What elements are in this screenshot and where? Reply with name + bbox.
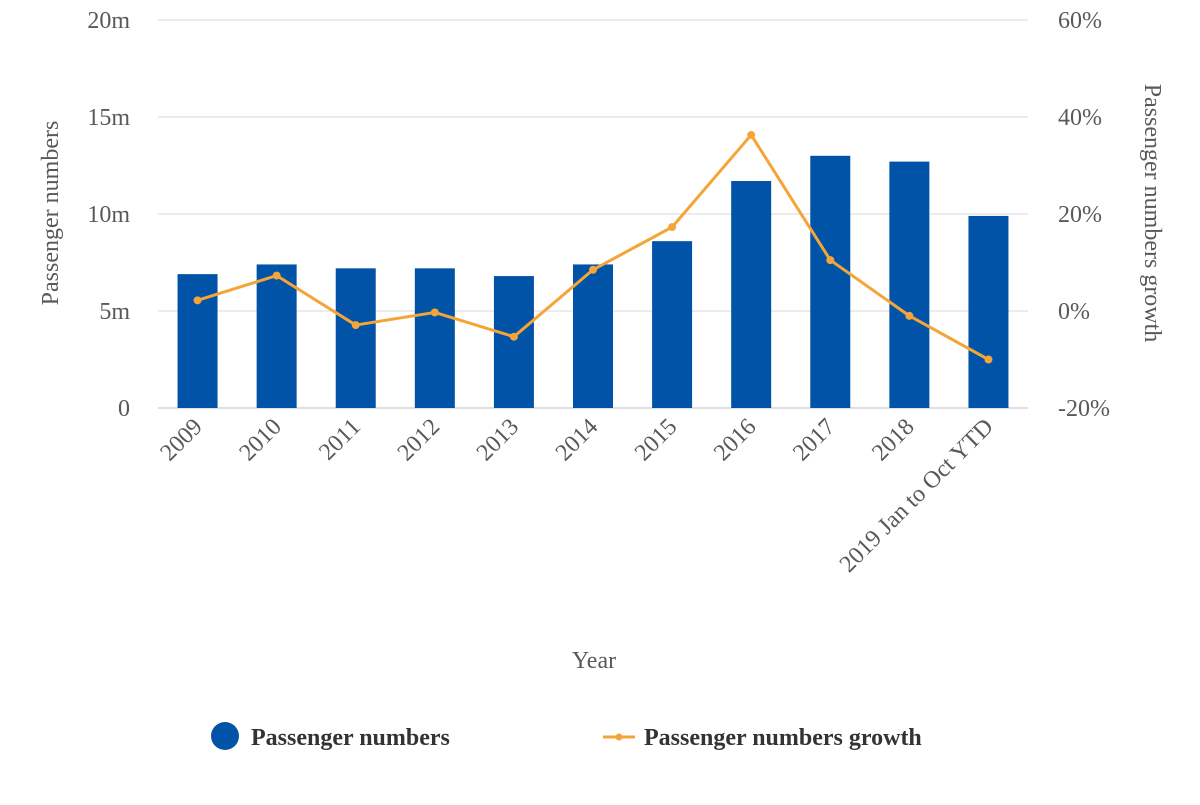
- gridlines: [158, 19, 1028, 409]
- growth-point-2013: [509, 332, 518, 341]
- growth-point-2012: [430, 308, 439, 317]
- bar-2018: [889, 161, 930, 408]
- y2-tick-label: 20%: [1058, 202, 1102, 228]
- bar-2010: [256, 264, 297, 408]
- y2-tick-label: 60%: [1058, 8, 1102, 34]
- bar-2014: [573, 264, 613, 408]
- x-tick-label: 2015: [630, 414, 682, 466]
- x-tick-label: 2017: [788, 414, 840, 466]
- growth-point-2009: [193, 296, 202, 305]
- bar-2015: [652, 241, 693, 408]
- bar-series: [177, 155, 1009, 408]
- x-axis: 2009 2010 2011 2012 2013 2014 2015 2016 2017 2018…: [155, 414, 998, 578]
- legend-bar-marker: [211, 722, 239, 750]
- y2-tick-label: 0%: [1058, 299, 1090, 325]
- x-tick-label: 2009: [155, 414, 207, 466]
- x-tick-label: 2013: [472, 414, 524, 466]
- y2-axis-title: Passenger numbers growth: [1139, 84, 1165, 343]
- growth-point-2015: [668, 223, 677, 232]
- x-tick-label: 2016: [709, 414, 761, 466]
- growth-point-2010: [272, 271, 281, 280]
- growth-point-2017: [826, 256, 835, 265]
- y-tick-label: 20m: [87, 8, 130, 34]
- x-tick-label: 2019 Jan to Oct YTD: [835, 414, 999, 578]
- bar-2016: [731, 181, 772, 408]
- line-series: [193, 130, 993, 364]
- y2-tick-label: -20%: [1058, 396, 1110, 422]
- bar-2011: [335, 268, 376, 408]
- x-tick-label: 2012: [393, 414, 445, 466]
- x-tick-label: 2018: [867, 414, 919, 466]
- legend: Passenger numbers Passenger numbers grow…: [211, 722, 922, 751]
- legend-line-dot: [615, 733, 623, 741]
- growth-point-2016: [747, 130, 756, 139]
- bar-2012: [414, 268, 455, 408]
- y-axis-right: -20% 0% 20% 40% 60%: [1058, 8, 1110, 422]
- growth-point-2014: [589, 265, 597, 274]
- bar-2017: [810, 155, 851, 408]
- bar-2019-jan-to-oct-ytd: [968, 215, 1009, 408]
- x-tick-label: 2010: [235, 414, 287, 466]
- bar-2013: [493, 276, 534, 408]
- legend-line-label: Passenger numbers growth: [644, 725, 922, 751]
- y-tick-label: 5m: [99, 299, 130, 325]
- y-axis-left: 0 5m 10m 15m 20m: [87, 8, 130, 422]
- y-tick-label: 0: [118, 396, 130, 422]
- y-tick-label: 10m: [87, 202, 130, 228]
- growth-point-2019-jan-to-oct-ytd: [984, 355, 993, 364]
- legend-bar-label: Passenger numbers: [251, 725, 450, 751]
- bar-2009: [177, 274, 218, 408]
- y2-tick-label: 40%: [1058, 105, 1102, 131]
- x-axis-title: Year: [572, 648, 616, 674]
- growth-point-2011: [351, 321, 360, 330]
- y-axis-title: Passenger numbers: [38, 121, 64, 306]
- x-tick-label: 2014: [551, 414, 603, 466]
- x-tick-label: 2011: [314, 414, 366, 466]
- growth-point-2018: [905, 311, 914, 320]
- y-tick-label: 15m: [87, 105, 130, 131]
